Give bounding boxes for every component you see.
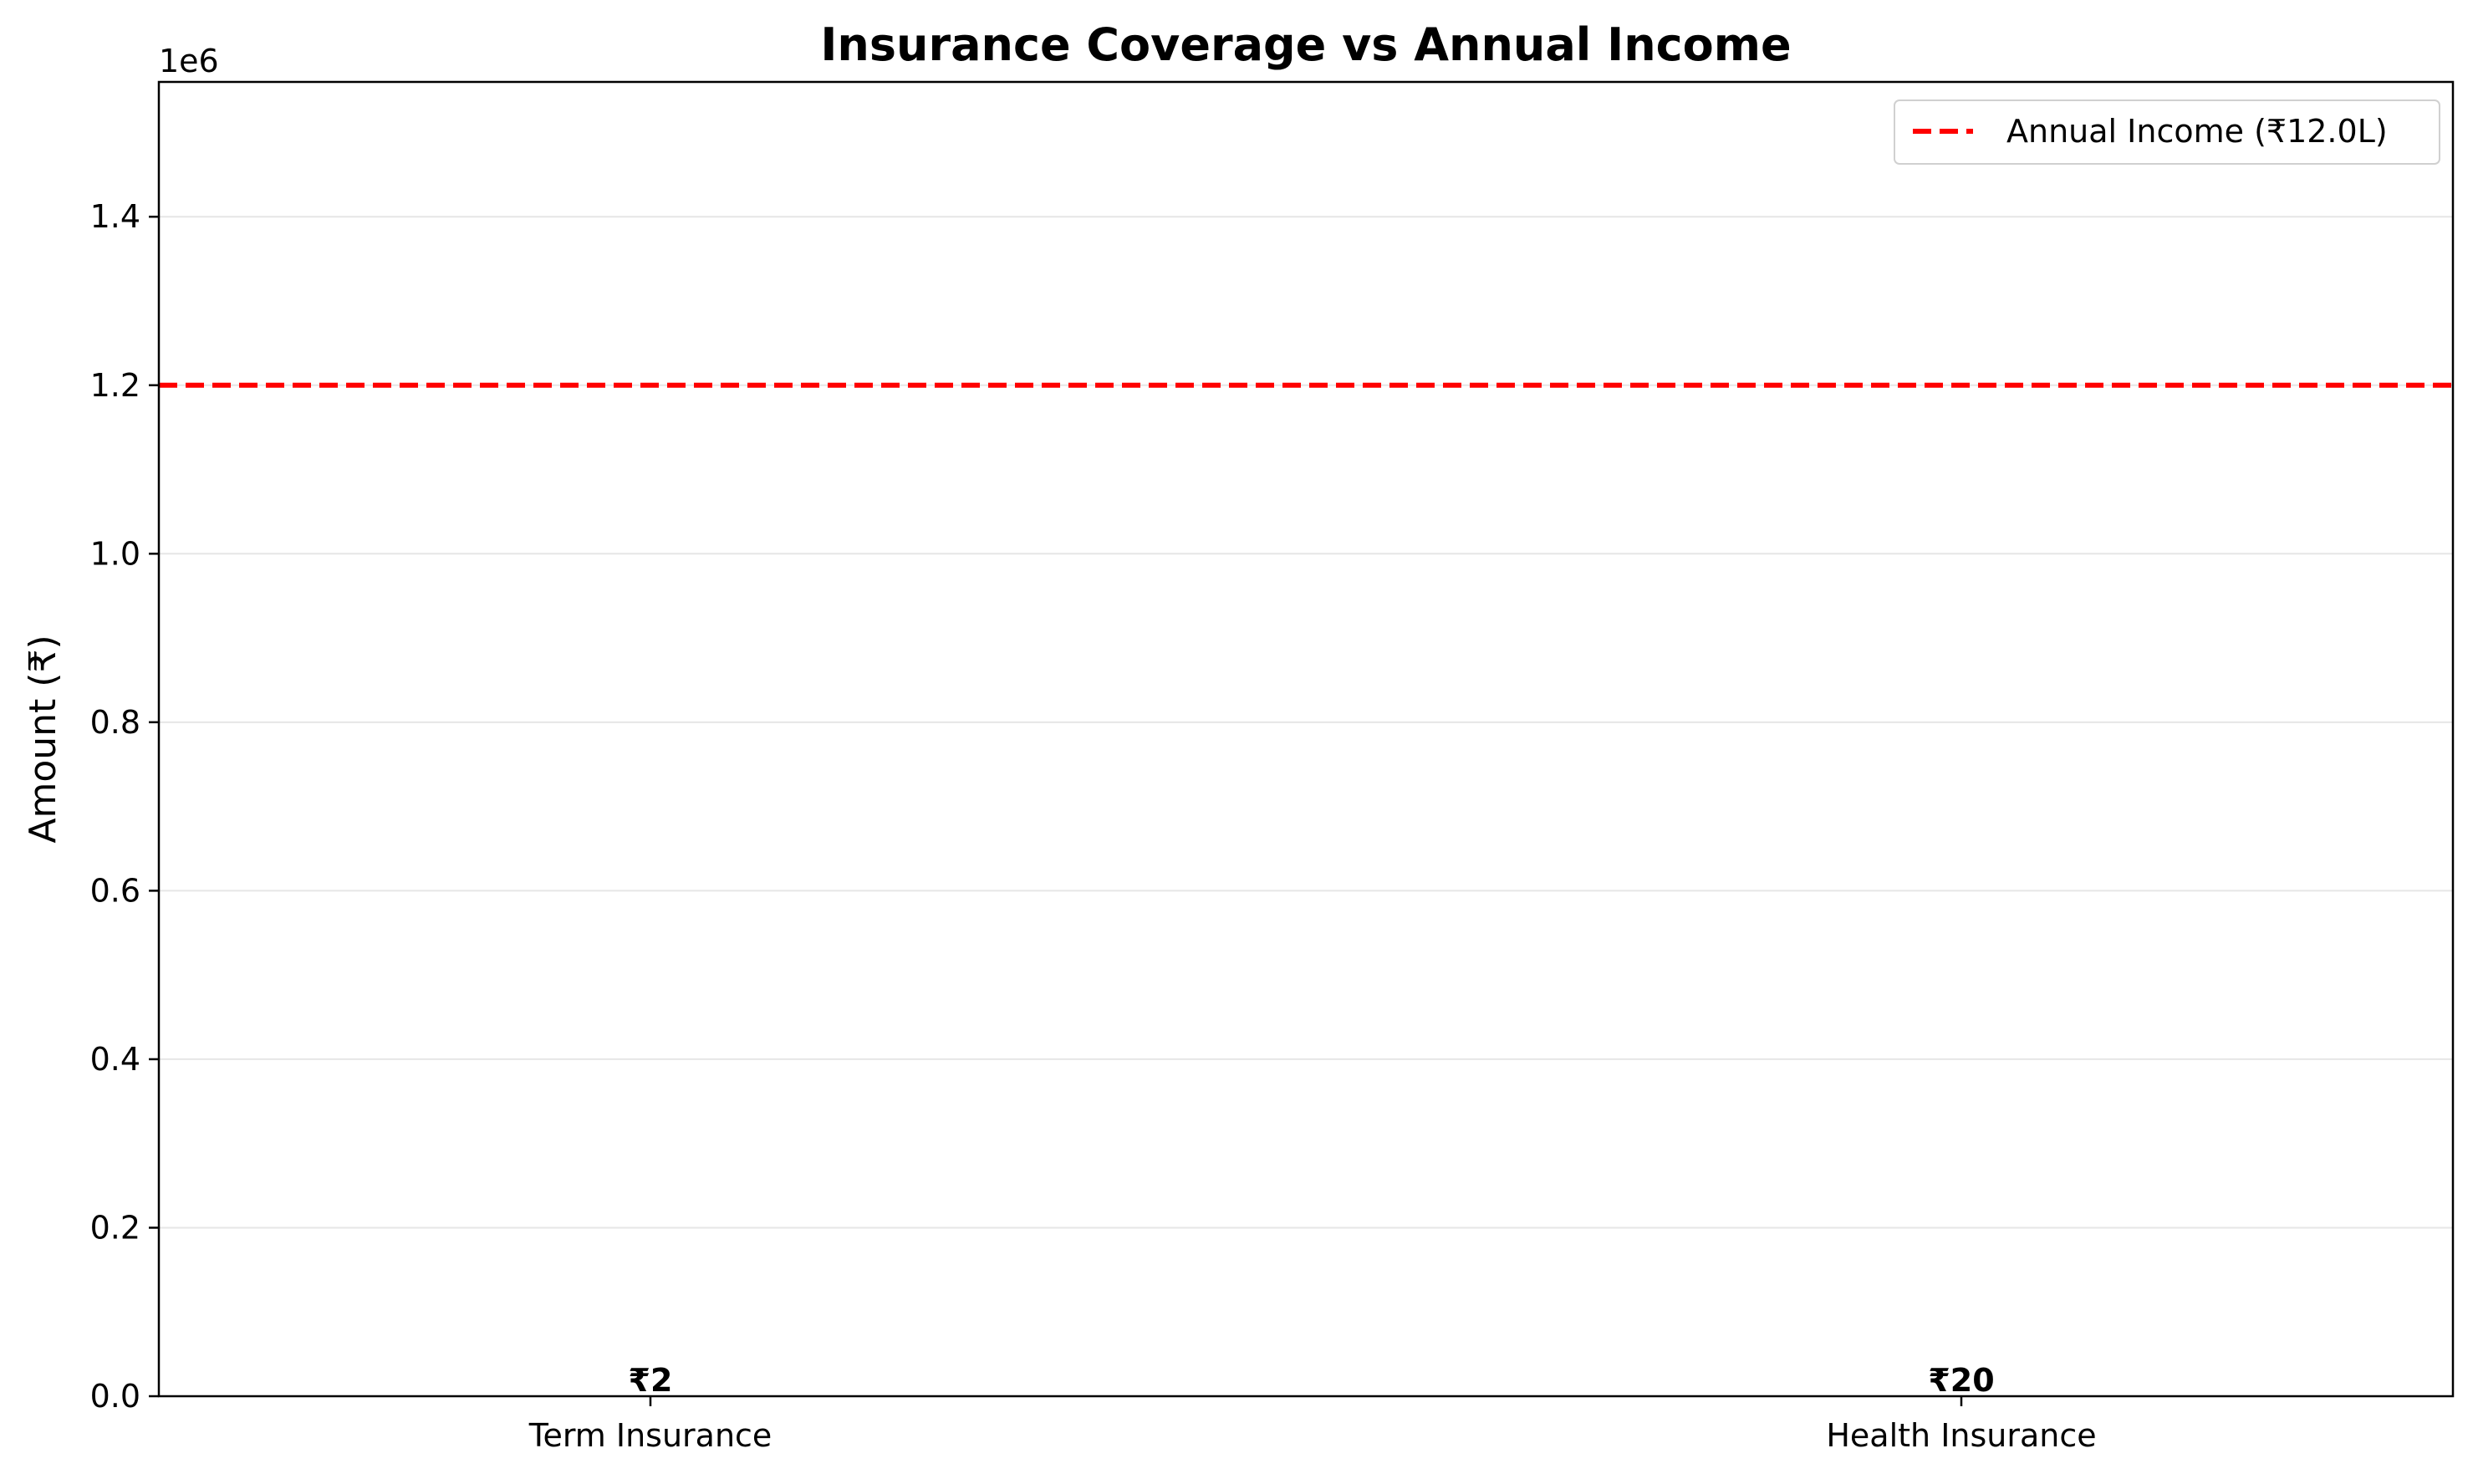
grid-lines bbox=[159, 217, 2453, 1227]
y-tick-label: 1.2 bbox=[90, 367, 140, 404]
y-tick-label: 0.2 bbox=[90, 1209, 140, 1246]
data-labels: ₹2 ₹20 bbox=[629, 1362, 1995, 1399]
y-tick-label: 0.4 bbox=[90, 1041, 140, 1078]
x-tick-label: Health Insurance bbox=[1826, 1417, 2096, 1454]
y-axis-label: Amount (₹) bbox=[22, 635, 64, 843]
y-tick-label: 1.4 bbox=[90, 198, 140, 235]
y-tick-label: 0.6 bbox=[90, 872, 140, 909]
chart-title: Insurance Coverage vs Annual Income bbox=[820, 18, 1791, 71]
y-tick-label: 0.8 bbox=[90, 704, 140, 741]
plot-frame bbox=[159, 82, 2453, 1396]
legend: Annual Income (₹12.0L) bbox=[1894, 100, 2440, 164]
y-axis: 0.0 0.2 0.4 0.6 0.8 1.0 1.2 1.4 bbox=[90, 198, 159, 1415]
bar-data-label: ₹2 bbox=[629, 1362, 673, 1399]
y-tick-label: 1.0 bbox=[90, 535, 140, 572]
x-tick-label: Term Insurance bbox=[528, 1417, 772, 1454]
x-axis: Term Insurance Health Insurance bbox=[528, 1396, 2097, 1454]
y-axis-offset-label: 1e6 bbox=[159, 43, 219, 79]
legend-label-annual-income: Annual Income (₹12.0L) bbox=[2006, 113, 2388, 150]
bar-data-label: ₹20 bbox=[1928, 1362, 1994, 1399]
y-tick-label: 0.0 bbox=[90, 1378, 140, 1415]
